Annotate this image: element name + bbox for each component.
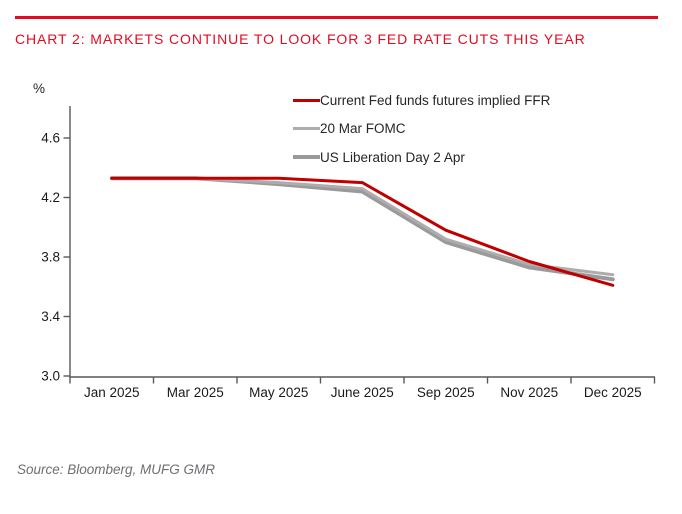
x-tick-label: May 2025 (249, 385, 308, 400)
x-tick-label: Nov 2025 (500, 385, 558, 400)
y-tick-label: 3.4 (41, 309, 60, 324)
chart-title: CHART 2: MARKETS CONTINUE TO LOOK FOR 3 … (15, 31, 586, 47)
y-tick-label: 3.0 (41, 369, 60, 384)
x-tick-label: June 2025 (331, 385, 394, 400)
legend-label-liberation-day: US Liberation Day 2 Apr (320, 149, 465, 165)
source-note: Source: Bloomberg, MUFG GMR (17, 462, 216, 477)
x-tick-label: Sep 2025 (417, 385, 475, 400)
series-line-current-fed-funds-futures-implied-ffr (110, 176, 615, 287)
legend-item-current-ffr: Current Fed funds futures implied FFR (293, 92, 550, 108)
series-lines (109, 176, 615, 287)
y-tick-label: 4.2 (41, 190, 60, 205)
x-tick-label: Jan 2025 (84, 385, 140, 400)
title-accent-rule (15, 16, 658, 19)
y-tick-label: 3.8 (41, 250, 60, 265)
y-tick-label: 4.6 (41, 131, 60, 146)
legend-line-swatch-liberation-day (293, 155, 320, 159)
line-chart-canvas: % 4.6 4.2 3.8 3.4 3.0 Jan 2025 Mar 2025 May 20… (33, 81, 656, 400)
x-tick-label: Dec 2025 (584, 385, 642, 400)
legend-label-current-ffr: Current Fed funds futures implied FFR (320, 92, 551, 108)
legend-label-20-mar-fomc: 20 Mar FOMC (320, 121, 406, 136)
legend-item-20-mar-fomc: 20 Mar FOMC (293, 121, 550, 137)
legend: Current Fed funds futures implied FFR 20… (293, 92, 550, 165)
x-tick-label: Mar 2025 (167, 385, 224, 400)
y-axis-ticks: 4.6 4.2 3.8 3.4 3.0 (41, 131, 70, 384)
legend-line-swatch-20-mar-fomc (293, 127, 320, 130)
x-axis-ticks: Jan 2025 Mar 2025 May 2025 June 2025 Sep 202… (69, 377, 656, 400)
y-axis-unit-label: % (33, 81, 45, 96)
legend-line-swatch-current-ffr (293, 98, 320, 102)
legend-item-liberation-day: US Liberation Day 2 Apr (293, 149, 550, 165)
